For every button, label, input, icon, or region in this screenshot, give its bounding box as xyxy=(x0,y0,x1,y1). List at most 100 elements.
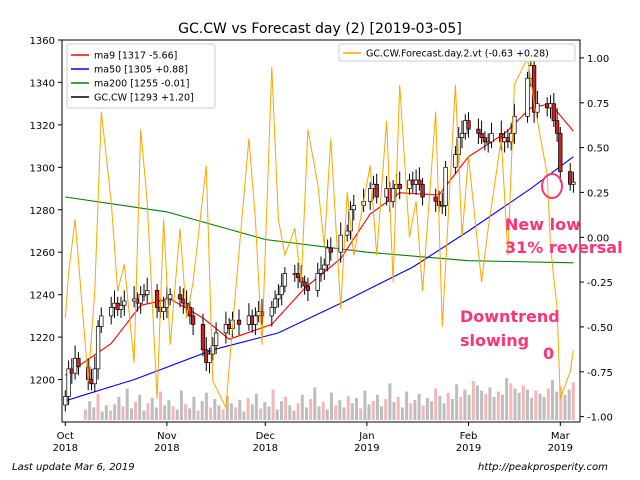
volume-bar xyxy=(113,404,117,421)
volume-bar xyxy=(200,401,204,420)
candle-body xyxy=(509,133,514,143)
candle-body xyxy=(138,294,143,304)
candle-body xyxy=(305,285,311,291)
volume-bar xyxy=(146,403,150,420)
candle-body xyxy=(181,298,186,304)
volume-bar xyxy=(313,387,317,420)
volume-bar xyxy=(325,409,329,420)
x-tick-label-month: Oct xyxy=(57,431,74,442)
volume-bar xyxy=(434,388,438,420)
candle-body xyxy=(397,183,402,189)
volume-bar xyxy=(125,388,129,420)
volume-bar xyxy=(375,394,379,420)
x-tick-label-month: Mar xyxy=(551,431,571,442)
y-right-tick-label: -0.75 xyxy=(587,368,613,379)
volume-bar xyxy=(96,393,100,421)
candle-body xyxy=(200,324,206,351)
volume-bar xyxy=(259,408,263,420)
volume-bar xyxy=(171,406,175,421)
candle-body xyxy=(476,128,481,134)
y-right-tick-label: 0.50 xyxy=(587,144,609,155)
volume-bar xyxy=(488,387,492,420)
volume-bar xyxy=(217,405,221,420)
candle-body xyxy=(99,315,104,327)
y-left-tick-label: 1320 xyxy=(30,121,55,132)
forecast-line xyxy=(64,56,574,410)
volume-bar xyxy=(188,408,192,420)
volume-bar xyxy=(225,395,229,421)
legend-left-box xyxy=(66,43,216,109)
x-tick-label-month: Feb xyxy=(460,431,478,442)
volume-bar xyxy=(371,401,375,420)
volume-bar xyxy=(392,402,396,420)
volume-bar xyxy=(129,408,133,420)
candle-body xyxy=(161,307,166,312)
candle-body xyxy=(551,103,556,122)
candle-body xyxy=(322,264,327,270)
volume-bar xyxy=(500,394,504,420)
volume-bar xyxy=(513,388,517,420)
candle-body xyxy=(92,368,97,385)
volume-bar xyxy=(154,407,158,420)
y-right-tick-label: 1.00 xyxy=(587,54,609,65)
volume-bar xyxy=(88,401,92,420)
legend-right: GC.CW.Forecast.day.2.vt (-0.63 +0.28) xyxy=(338,43,576,62)
volume-bar xyxy=(250,404,254,421)
volume-bar xyxy=(317,406,321,421)
y-left-tick-label: 1260 xyxy=(30,248,55,259)
candle-body xyxy=(210,345,215,355)
candle-body xyxy=(213,332,219,346)
legend-left: ma9 [1317 -5.66] ma50 [1305 +0.88] ma200 [… xyxy=(66,43,216,109)
volume-bar xyxy=(138,394,142,420)
volume-bar xyxy=(84,409,87,420)
volume-bar xyxy=(484,393,488,421)
x-tick-label-month: Jan xyxy=(358,431,374,442)
moving-averages xyxy=(64,103,574,402)
candle-body xyxy=(482,137,488,143)
volume-bar xyxy=(471,381,475,420)
x-tick-label-month: Dec xyxy=(256,431,275,442)
volume-bar xyxy=(104,405,108,420)
volume-bar xyxy=(571,382,575,420)
legend-right-box xyxy=(338,43,576,62)
volume-bar xyxy=(492,396,496,420)
volume-bar xyxy=(142,410,146,421)
candle-body xyxy=(440,205,445,208)
volume-bar xyxy=(480,390,484,420)
volume-bar xyxy=(213,399,217,420)
candle-body xyxy=(269,307,274,317)
candle-body xyxy=(338,234,343,253)
volume-bar xyxy=(463,389,467,421)
volume-bar xyxy=(238,400,242,420)
volume-bar xyxy=(421,405,425,420)
x-tick-label-year: 2018 xyxy=(253,443,278,454)
volume-bar xyxy=(184,404,188,421)
source-url-text: http://peakprosperity.com xyxy=(478,462,608,473)
volume-bar xyxy=(346,395,350,421)
candle-body xyxy=(164,298,170,308)
ma200-line xyxy=(65,196,574,264)
volume-bar xyxy=(246,397,250,420)
candle-body xyxy=(318,268,324,274)
volume-bar xyxy=(555,391,559,420)
volume-bar xyxy=(467,394,471,420)
x-tick-label-year: 2019 xyxy=(456,443,481,454)
volume-bar xyxy=(559,386,563,420)
volume-bar xyxy=(334,405,338,420)
candle-body xyxy=(118,304,124,310)
candle-body xyxy=(63,396,68,406)
axes: 1200 1220 1240 1260 1280 1300 1320 1340 1360 -1.0… xyxy=(30,36,613,454)
volume-bar xyxy=(263,402,267,420)
candle-body xyxy=(433,196,438,202)
candle-body xyxy=(109,307,114,317)
volume-bar xyxy=(309,399,313,420)
candle-body xyxy=(279,285,284,296)
volume-bar xyxy=(175,409,179,420)
legend-left-label: ma200 [1255 -0.01] xyxy=(94,79,189,90)
x-tick-label-year: 2018 xyxy=(53,443,78,454)
y-right-tick-label: -1.00 xyxy=(587,413,613,424)
candle-body xyxy=(168,294,173,300)
volume-bar xyxy=(384,399,388,420)
volume-bar xyxy=(517,392,521,420)
volume-bar xyxy=(350,403,354,420)
